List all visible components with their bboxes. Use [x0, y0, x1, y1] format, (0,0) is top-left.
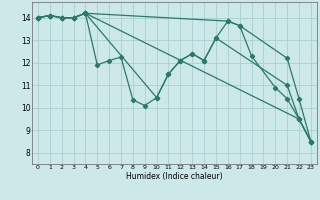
X-axis label: Humidex (Indice chaleur): Humidex (Indice chaleur) — [126, 172, 223, 181]
